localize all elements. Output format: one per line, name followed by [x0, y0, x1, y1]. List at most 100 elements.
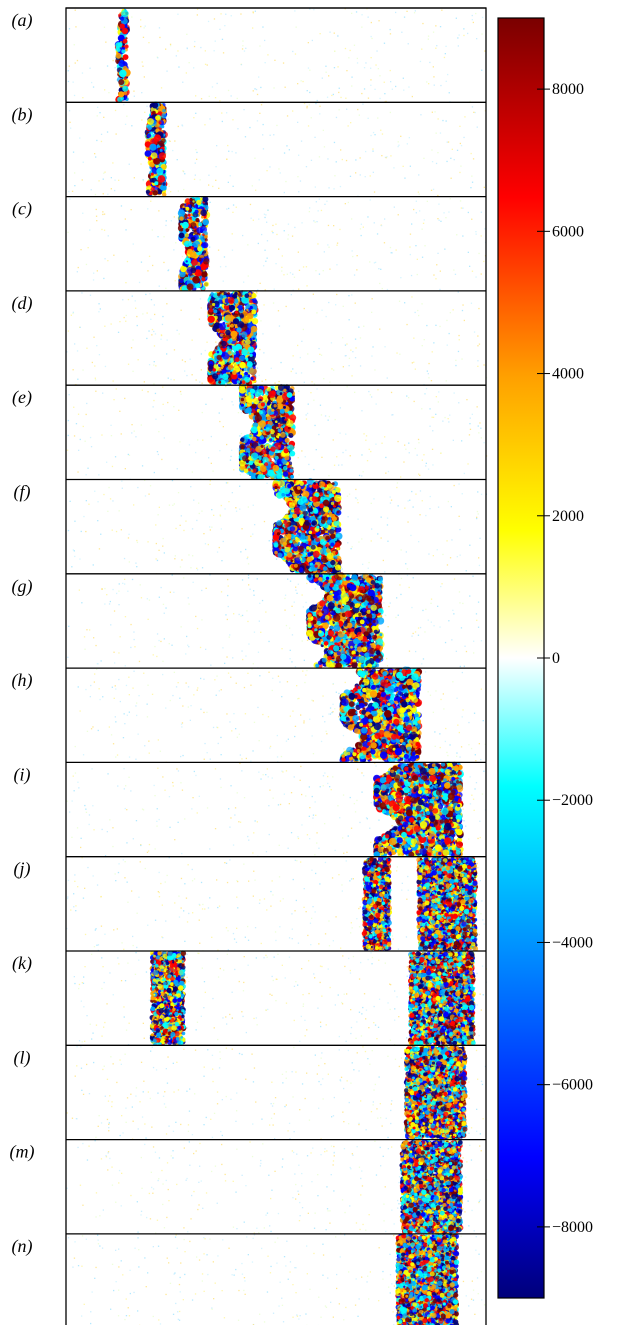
speckle [174, 140, 176, 142]
speckle [469, 423, 471, 425]
band-interface [114, 8, 131, 104]
speckle [155, 558, 157, 560]
speckle [150, 200, 152, 202]
speckle [158, 210, 160, 212]
speckle [232, 185, 234, 187]
speckle [432, 188, 435, 190]
panel-background [66, 8, 486, 103]
speckle [481, 69, 483, 71]
speckle [327, 224, 330, 227]
speckle [131, 16, 133, 18]
vorticity-mark [251, 403, 257, 409]
speckle [155, 365, 157, 367]
speckle [73, 406, 75, 408]
speckle [111, 529, 113, 531]
speckle [72, 369, 74, 371]
speckle [163, 261, 165, 264]
speckle [255, 291, 258, 293]
speckle [356, 499, 359, 501]
speckle [376, 233, 379, 235]
speckle [465, 570, 467, 572]
speckle [328, 301, 330, 304]
vorticity-mark [192, 200, 195, 203]
speckle [94, 153, 96, 155]
speckle [361, 454, 363, 456]
speckle [328, 75, 330, 77]
speckle [218, 187, 220, 189]
speckle [317, 210, 319, 212]
vorticity-mark [248, 471, 252, 475]
speckle [355, 488, 357, 491]
speckle [369, 394, 371, 396]
speckle [478, 557, 480, 559]
speckle [138, 281, 141, 284]
speckle [384, 346, 386, 348]
speckle [264, 39, 266, 42]
speckle [143, 76, 145, 78]
speckle [177, 13, 179, 15]
speckle [448, 421, 450, 423]
speckle [447, 418, 449, 420]
speckle [427, 373, 429, 375]
speckle [159, 36, 161, 39]
speckle [112, 59, 114, 62]
speckle [292, 50, 294, 53]
speckle [418, 473, 420, 475]
speckle [160, 334, 163, 337]
speckle [340, 96, 342, 99]
speckle [403, 89, 405, 91]
speckle [188, 62, 190, 64]
speckle [348, 365, 350, 367]
vorticity-mark [232, 370, 237, 375]
speckle [254, 157, 256, 159]
speckle [299, 356, 301, 359]
speckle [385, 100, 387, 103]
speckle [123, 316, 125, 319]
speckle [267, 54, 269, 56]
speckle [453, 269, 455, 271]
speckle [198, 318, 201, 320]
speckle [383, 42, 386, 44]
speckle [209, 118, 211, 120]
vorticity-mark [193, 247, 197, 251]
speckle [473, 111, 475, 113]
speckle [162, 414, 164, 417]
vorticity-mark [154, 134, 162, 142]
speckle [135, 436, 137, 438]
speckle [320, 209, 323, 212]
speckle [389, 496, 391, 498]
speckle [380, 516, 382, 518]
speckle [383, 81, 385, 83]
speckle [110, 424, 112, 426]
speckle [305, 166, 308, 168]
speckle [157, 453, 159, 456]
speckle [383, 242, 386, 244]
speckle [106, 461, 108, 463]
speckle [297, 176, 299, 178]
speckle [109, 498, 112, 500]
speckle [308, 104, 310, 106]
speckle [314, 186, 316, 188]
panel-label: (e) [12, 387, 32, 408]
speckle [333, 188, 335, 190]
speckle [154, 313, 156, 316]
speckle [102, 392, 104, 394]
speckle [415, 212, 417, 214]
speckle [225, 385, 227, 388]
speckle [273, 87, 275, 89]
speckle [333, 32, 335, 34]
speckle [196, 519, 198, 522]
speckle [437, 118, 439, 120]
speckle [239, 435, 241, 437]
speckle [344, 203, 346, 205]
speckle [183, 171, 185, 173]
vorticity-mark [242, 455, 249, 462]
speckle [177, 50, 179, 52]
speckle [354, 391, 356, 393]
speckle [76, 271, 78, 273]
speckle [173, 249, 175, 251]
speckle [471, 181, 474, 183]
speckle [416, 454, 418, 456]
speckle [307, 42, 309, 44]
speckle [114, 179, 116, 181]
